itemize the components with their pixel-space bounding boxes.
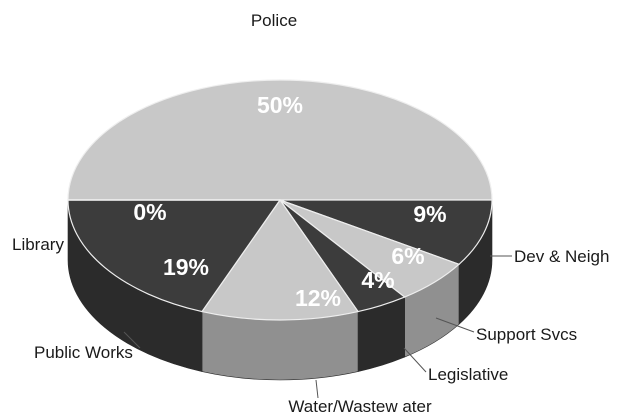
leader-line [435, 317, 475, 333]
pie-slices [67, 79, 493, 321]
leader-line [123, 331, 141, 349]
percent-label: 6% [391, 243, 424, 269]
category-label: Support Svcs [476, 325, 577, 344]
percent-label: 9% [413, 201, 446, 227]
category-label: Water/Wastew ater [288, 397, 432, 416]
category-label: Legislative [428, 365, 508, 384]
percent-label: 12% [295, 285, 341, 311]
pie-depth [67, 199, 493, 381]
percent-labels: 50% 9% 6%4% 12% 19% 0% [133, 92, 446, 311]
slice-side-water-wastew-ater [201, 311, 359, 381]
leader-line [315, 379, 319, 399]
category-label: Public Works [34, 343, 133, 362]
percent-label: 19% [163, 254, 209, 280]
category-label: Dev & Neigh [514, 247, 609, 266]
percent-label: 4% [361, 267, 394, 293]
category-label: Library [12, 235, 64, 254]
leader-line [403, 347, 427, 373]
percent-label: 0% [133, 199, 166, 225]
category-labels: Police Dev & Neigh Support Svcs Legislative… [12, 11, 609, 416]
slice-public-works [67, 199, 282, 313]
category-label: Police [251, 11, 297, 30]
slice-police [67, 79, 493, 201]
slice-water-wastew-ater [200, 198, 360, 321]
leader-lines [123, 255, 512, 399]
slice-dev-neigh [279, 199, 493, 265]
percent-label: 50% [257, 92, 303, 118]
